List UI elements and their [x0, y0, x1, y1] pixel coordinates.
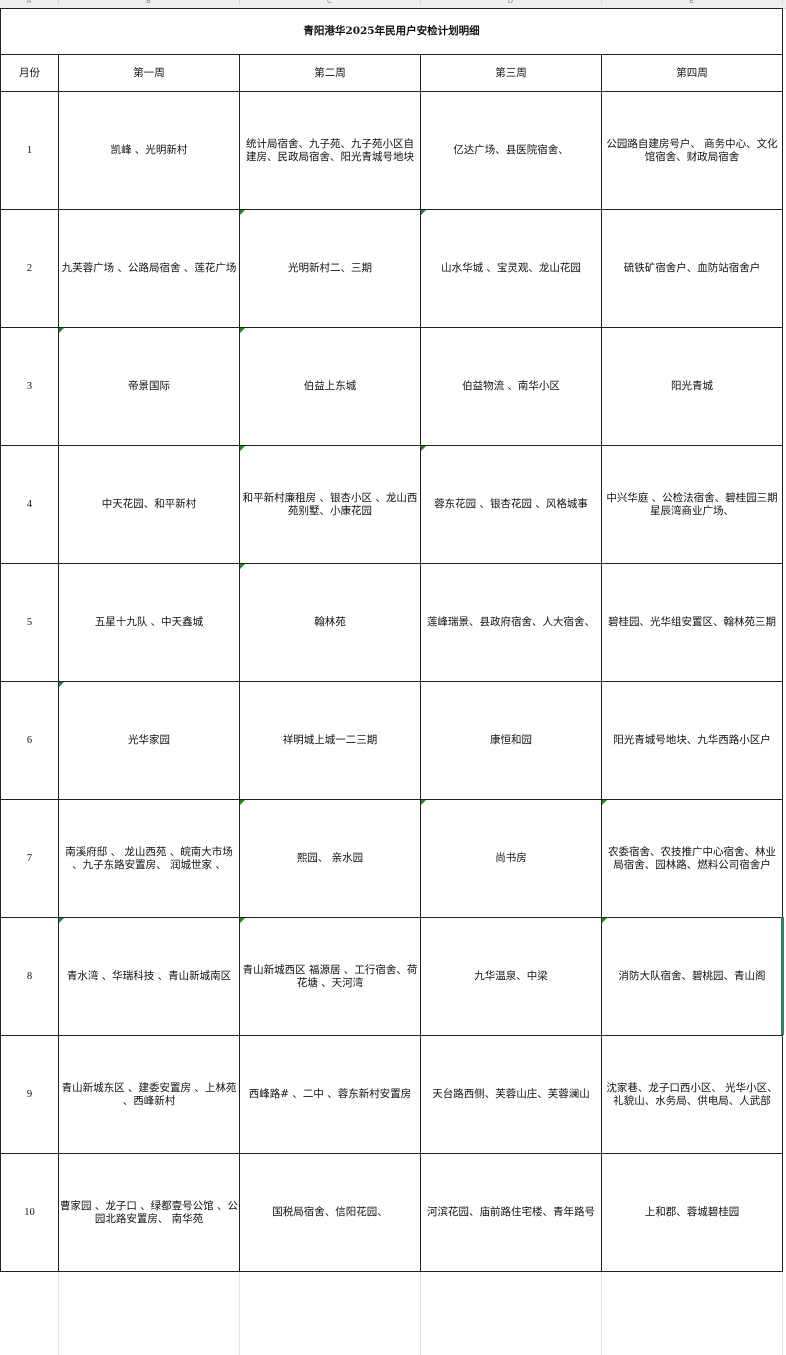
week-1-cell[interactable]: 青山新城东区 、建委安置房 、上林苑 、西峰新村: [58, 1035, 240, 1154]
month-cell[interactable]: 10: [0, 1153, 59, 1272]
week-3-cell[interactable]: 尚书房: [420, 799, 602, 918]
header-month[interactable]: 月份: [0, 54, 59, 92]
week-2-cell[interactable]: 祥明城上城一二三期: [239, 681, 421, 800]
week-4-cell[interactable]: 中兴华庭 、公检法宿舍、碧桂园三期星辰湾商业广场、: [600, 445, 784, 564]
column-header-e[interactable]: E: [601, 0, 783, 5]
week-1-cell[interactable]: 帝景国际: [58, 327, 240, 446]
week-1-cell[interactable]: 凯峰 、光明新村: [58, 91, 240, 210]
column-header-b[interactable]: B: [58, 0, 240, 5]
month-cell[interactable]: 7: [0, 799, 59, 918]
week-2-cell[interactable]: 熙园、 亲水园: [239, 799, 421, 918]
month-cell[interactable]: 6: [0, 681, 59, 800]
month-cell[interactable]: 4: [0, 445, 59, 564]
week-1-cell[interactable]: 九芙蓉广场 、公路局宿舍 、莲花广场: [58, 209, 240, 328]
column-header-d[interactable]: D: [420, 0, 602, 5]
week-4-cell[interactable]: 农委宿舍、农技推广中心宿舍、林业局宿舍、园林路、燃料公司宿舍户: [600, 799, 784, 918]
month-cell[interactable]: 9: [0, 1035, 59, 1154]
sheet-title[interactable]: 青阳港华2025年民用户安检计划明细: [0, 8, 784, 55]
header-week-1[interactable]: 第一周: [58, 54, 240, 92]
month-cell[interactable]: 2: [0, 209, 59, 328]
month-cell[interactable]: 1: [0, 91, 59, 210]
week-4-cell[interactable]: 阳光青城: [600, 327, 784, 446]
week-4-cell[interactable]: 消防大队宿舍、碧桃园、青山阁: [600, 917, 784, 1036]
table-row: 7 南溪府邸 、 龙山西苑 、皖南大市场 、九子东路安置房、 润城世家 、熙园、 …: [0, 799, 784, 918]
week-2-cell[interactable]: 光明新村二、三期: [239, 209, 421, 328]
week-1-cell[interactable]: 光华家园: [58, 681, 240, 800]
table-row: 2 九芙蓉广场 、公路局宿舍 、莲花广场 光明新村二、三期 山水华城 、宝灵观、龙山花…: [0, 209, 784, 328]
month-cell[interactable]: 8: [0, 917, 59, 1036]
column-header-c[interactable]: C: [239, 0, 421, 5]
table-row: 5 五星十九队 、中天鑫城 翰林苑 莲峰瑞景、县政府宿舍、人大宿舍、 碧桂园、光华组安置…: [0, 563, 784, 682]
month-cell[interactable]: 3: [0, 327, 59, 446]
week-3-cell[interactable]: 康恒和园: [420, 681, 602, 800]
table-row: 9 青山新城东区 、建委安置房 、上林苑 、西峰新村 西峰路# 、二中 、蓉东新村安…: [0, 1035, 784, 1154]
month-cell[interactable]: 5: [0, 563, 59, 682]
week-4-cell[interactable]: 上和郡、蓉城碧桂园: [600, 1153, 784, 1272]
week-2-cell[interactable]: 统计局宿舍、九子苑、九子苑小区自建房、民政局宿舍、阳光青城号地块: [239, 91, 421, 210]
week-2-cell[interactable]: 和平新村廉租房 、银杏小区 、龙山西苑别墅、小康花园: [239, 445, 421, 564]
week-2-cell[interactable]: 翰林苑: [239, 563, 421, 682]
table-row: 4 中天花园、和平新村 和平新村廉租房 、银杏小区 、龙山西苑别墅、小康花园 蓉东花园…: [0, 445, 784, 564]
column-header-a[interactable]: A: [0, 0, 59, 5]
week-2-cell[interactable]: 青山新城西区 福源居 、工行宿舍、荷花塘 、天河湾: [239, 917, 421, 1036]
week-2-cell[interactable]: 伯益上东城: [239, 327, 421, 446]
header-week-4[interactable]: 第四周: [600, 54, 784, 92]
week-4-cell[interactable]: 硫铁矿宿舍户、血防站宿舍户: [600, 209, 784, 328]
table-row: 3 帝景国际 伯益上东城 伯益物流 、南华小区 阳光青城: [0, 327, 784, 446]
week-3-cell[interactable]: 河滨花园、庙前路住宅楼、青年路号: [420, 1153, 602, 1272]
week-3-cell[interactable]: 亿达广场、县医院宿舍、: [420, 91, 602, 210]
table-row: 10 曹家园 、龙子口 、绿都壹号公馆 、公园北路安置房、 南华苑 国税局宿舍、信阳…: [0, 1153, 784, 1272]
week-3-cell[interactable]: 伯益物流 、南华小区: [420, 327, 602, 446]
week-2-cell[interactable]: 西峰路# 、二中 、蓉东新村安置房: [239, 1035, 421, 1154]
table-row: 6 光华家园 祥明城上城一二三期 康恒和园 阳光青城号地块、九华西路小区户: [0, 681, 784, 800]
week-4-cell[interactable]: 沈家巷、龙子口西小区、 光华小区、礼貌山、水务局、供电局、人武部: [600, 1035, 784, 1154]
selection-border: [781, 917, 784, 1035]
week-4-cell[interactable]: 碧桂园、光华组安置区、翰林苑三期: [600, 563, 784, 682]
header-week-3[interactable]: 第三周: [420, 54, 602, 92]
week-3-cell[interactable]: 蓉东花园 、银杏花园 、风格城事: [420, 445, 602, 564]
week-1-cell[interactable]: 中天花园、和平新村: [58, 445, 240, 564]
week-1-cell[interactable]: 五星十九队 、中天鑫城: [58, 563, 240, 682]
week-4-cell[interactable]: 阳光青城号地块、九华西路小区户: [600, 681, 784, 800]
week-1-cell[interactable]: 青水湾 、华瑞科技 、青山新城南区: [58, 917, 240, 1036]
week-2-cell[interactable]: 国税局宿舍、信阳花园、: [239, 1153, 421, 1272]
empty-grid: [0, 1272, 786, 1355]
header-week-2[interactable]: 第二周: [239, 54, 421, 92]
week-1-cell[interactable]: 南溪府邸 、 龙山西苑 、皖南大市场 、九子东路安置房、 润城世家 、: [58, 799, 240, 918]
week-3-cell[interactable]: 山水华城 、宝灵观、龙山花园: [420, 209, 602, 328]
week-3-cell[interactable]: 莲峰瑞景、县政府宿舍、人大宿舍、: [420, 563, 602, 682]
header-row: 月份 第一周 第二周 第三周 第四周: [0, 54, 784, 92]
week-4-cell[interactable]: 公园路自建房号户、 商务中心、文化馆宿舍、财政局宿舍: [600, 91, 784, 210]
table-row: 8 青水湾 、华瑞科技 、青山新城南区 青山新城西区 福源居 、工行宿舍、荷花塘 、…: [0, 917, 784, 1036]
table-row: 1 凯峰 、光明新村 统计局宿舍、九子苑、九子苑小区自建房、民政局宿舍、阳光青城号地…: [0, 91, 784, 210]
week-3-cell[interactable]: 天台路西侧、芙蓉山庄、芙蓉澜山: [420, 1035, 602, 1154]
week-3-cell[interactable]: 九华温泉、中梁: [420, 917, 602, 1036]
week-1-cell[interactable]: 曹家园 、龙子口 、绿都壹号公馆 、公园北路安置房、 南华苑: [58, 1153, 240, 1272]
